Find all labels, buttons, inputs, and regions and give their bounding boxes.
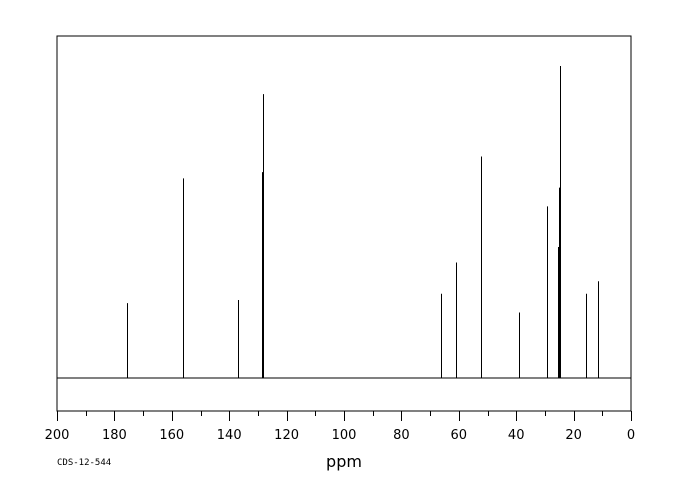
x-tick-label: 140 xyxy=(217,428,242,443)
x-tick-label: 40 xyxy=(508,428,525,443)
x-tick-label: 180 xyxy=(102,428,127,443)
x-tick-label: 160 xyxy=(159,428,184,443)
x-tick-label: 20 xyxy=(565,428,582,443)
spectrum-code-label: CDS-12-544 xyxy=(57,458,111,468)
x-axis-ticks: 200 180 160 140 120 100 80 60 40 20 0 xyxy=(45,411,635,443)
x-tick-label: 120 xyxy=(274,428,299,443)
x-tick-label: 200 xyxy=(45,428,70,443)
x-tick-label: 100 xyxy=(332,428,357,443)
x-tick-label: 0 xyxy=(627,428,635,443)
x-tick-label: 80 xyxy=(393,428,410,443)
x-axis-title: ppm xyxy=(326,452,362,471)
x-tick-label: 60 xyxy=(451,428,468,443)
peaks-group xyxy=(127,66,599,378)
plot-frame xyxy=(56,35,632,412)
